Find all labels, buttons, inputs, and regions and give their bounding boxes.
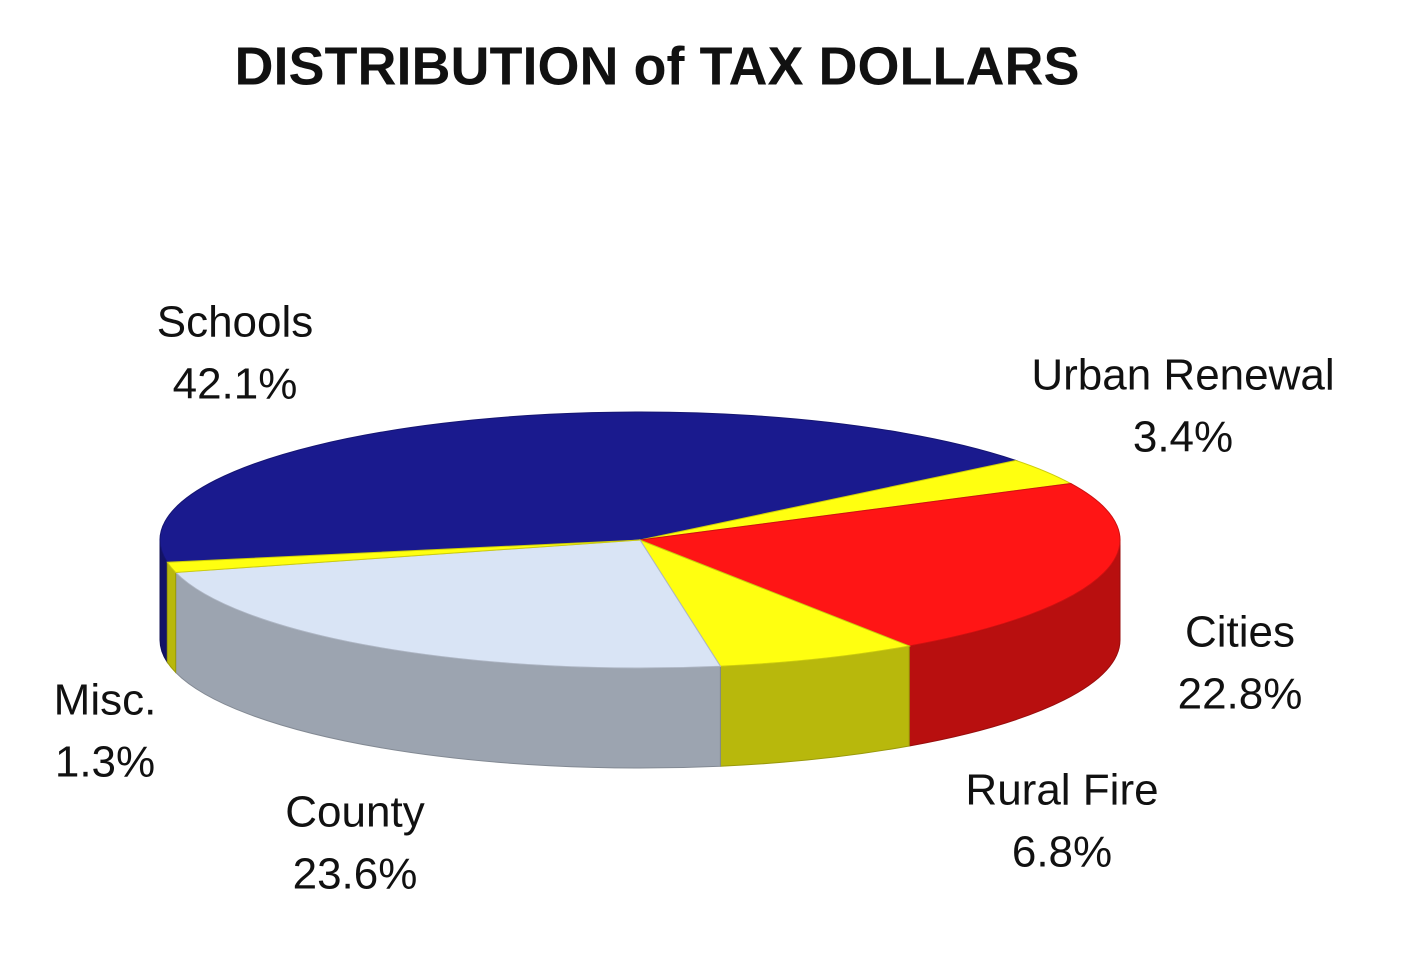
value-label: 6.8% [1012, 828, 1112, 877]
pie-tops [159, 411, 1121, 669]
slice-label: Schools [157, 298, 314, 347]
pie-slice [638, 482, 1121, 647]
value-label: 42.1% [173, 360, 298, 409]
labels: Schools 42.1% Urban Renewal 3.4% Cities 22.8%… [54, 298, 1335, 899]
slice-label: Misc. [54, 676, 157, 725]
value-label: 3.4% [1133, 413, 1233, 462]
pie-slice [159, 411, 1018, 563]
value-label: 22.8% [1178, 670, 1303, 719]
value-label: 23.6% [293, 850, 418, 899]
pie-wall [166, 560, 177, 674]
slice-label: County [285, 788, 424, 837]
pie-slice [174, 539, 722, 669]
pie-walls [159, 539, 1121, 769]
pie-slice [166, 539, 641, 573]
slice-label: Rural Fire [965, 766, 1158, 815]
pie-slice [638, 538, 912, 667]
value-label: 1.3% [55, 738, 155, 787]
chart-title: DISTRIBUTION of TAX DOLLARS [235, 36, 1080, 96]
slice-label: Cities [1185, 608, 1295, 657]
slice-label: Urban Renewal [1031, 351, 1334, 400]
